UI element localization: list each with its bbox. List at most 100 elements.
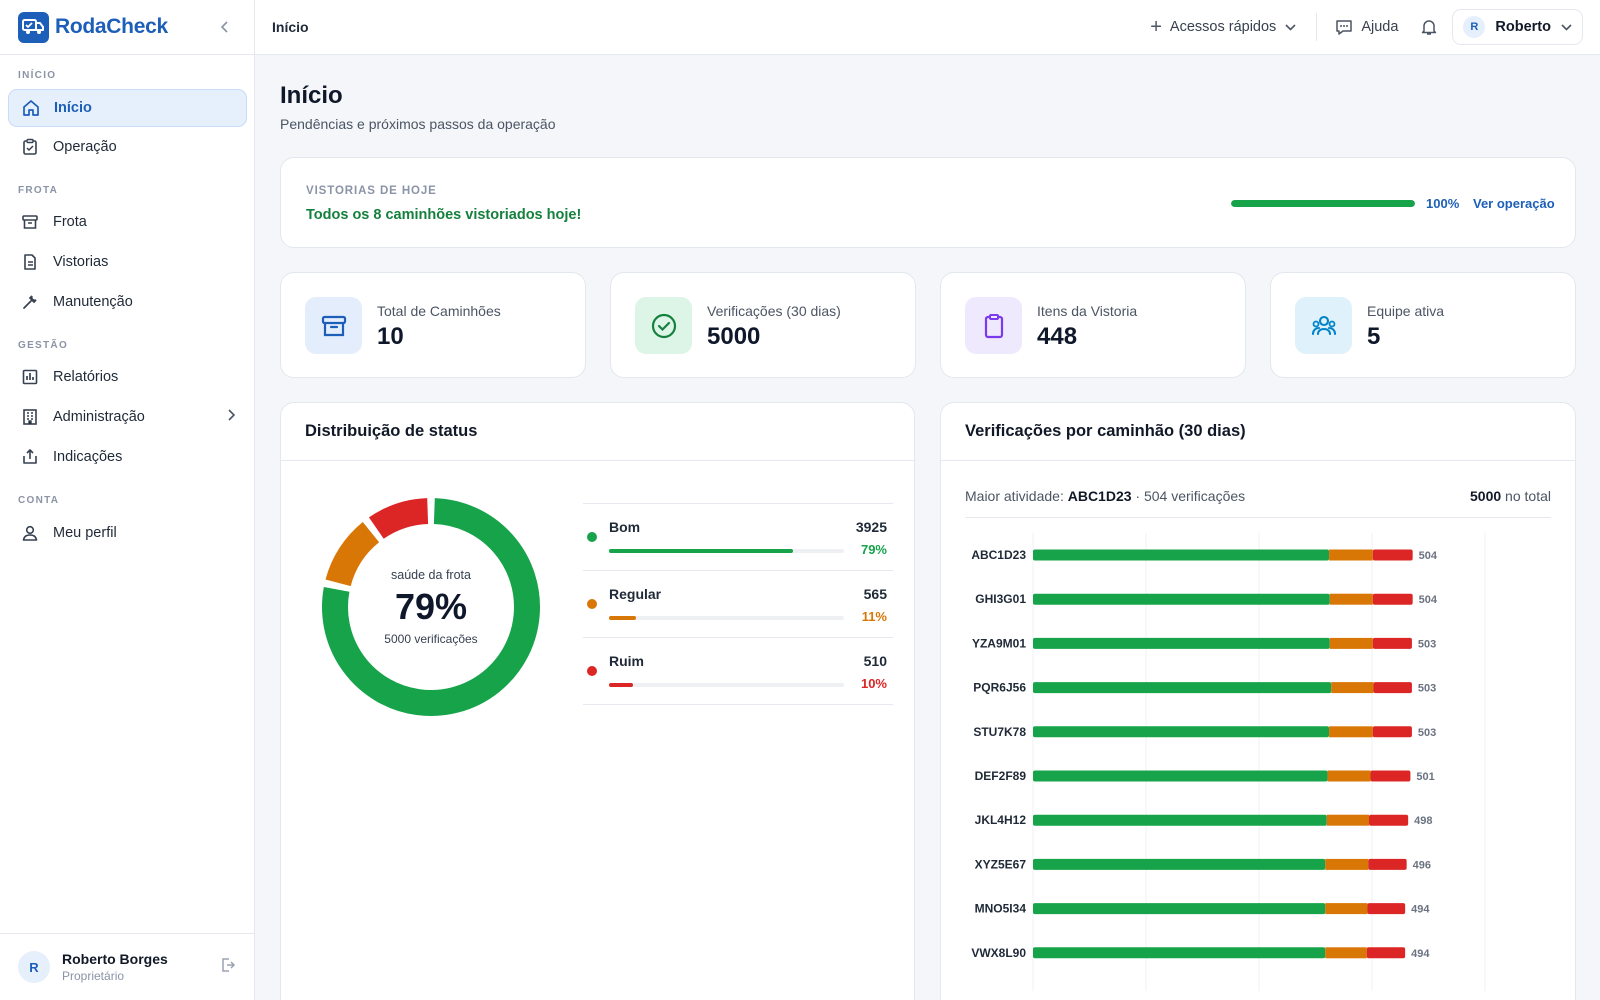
stat-icon-box: [305, 297, 362, 354]
donut-segment-bom: [322, 498, 540, 716]
bar-total-label: 496: [1413, 859, 1431, 871]
legend-count: 510: [863, 653, 887, 669]
bar-segment-bom: [1033, 947, 1326, 959]
help-label: Ajuda: [1361, 19, 1399, 35]
sidebar-item-frota[interactable]: Frota: [8, 203, 247, 241]
bell-icon[interactable]: [1416, 18, 1452, 36]
user-icon: [20, 523, 40, 543]
user-menu-button[interactable]: R Roberto: [1452, 9, 1583, 45]
legend-track: [609, 683, 844, 687]
y-category-label: DEF2F89: [975, 769, 1027, 783]
top-activity-summary: Maior atividade: ABC1D23 · 504 verificaç…: [965, 488, 1245, 504]
status-dot: [587, 599, 597, 609]
today-progress-fill: [1231, 200, 1415, 207]
sidebar-item-vistorias[interactable]: Vistorias: [8, 243, 247, 281]
legend-name: Bom: [609, 519, 641, 535]
sidebar-item-meu-perfil[interactable]: Meu perfil: [8, 514, 247, 552]
bar-total-label: 494: [1411, 948, 1430, 960]
bar-segment-bom: [1033, 593, 1330, 605]
sidebar-item-manutencao[interactable]: Manutenção: [8, 283, 247, 321]
stat-label: Total de Caminhões: [377, 303, 501, 319]
stat-icon-box: [635, 297, 692, 354]
help-button[interactable]: Ajuda: [1317, 19, 1416, 36]
legend-track: [609, 549, 844, 553]
bar-segment-regular: [1325, 903, 1368, 915]
collapse-sidebar-button[interactable]: [214, 16, 236, 38]
today-progress-bar: [1231, 200, 1415, 207]
stat-value: 5: [1367, 323, 1381, 350]
view-operation-link[interactable]: Ver operação: [1473, 196, 1555, 211]
bar-total-label: 504: [1419, 550, 1438, 562]
sidebar-item-label: Vistorias: [53, 254, 109, 270]
bar-segment-ruim: [1372, 549, 1413, 561]
nav-section-conta: CONTA: [18, 495, 60, 506]
sidebar-item-operacao[interactable]: Operação: [8, 128, 247, 166]
bar-segment-bom: [1033, 682, 1332, 694]
clipboard-icon: [20, 137, 40, 157]
legend-fill: [609, 683, 633, 687]
summary-truck: ABC1D23: [1067, 488, 1132, 504]
status-dot: [587, 666, 597, 676]
stat-card-team: Equipe ativa 5: [1270, 272, 1576, 378]
page-subtitle: Pendências e próximos passos da operação: [280, 116, 556, 132]
stat-label: Verificações (30 dias): [707, 303, 841, 319]
bar-segment-bom: [1033, 903, 1326, 915]
share-icon: [20, 447, 40, 467]
clipboard-icon: [984, 313, 1003, 338]
sidebar-item-administracao[interactable]: Administração: [8, 398, 247, 436]
nav-section-gestao: GESTÃO: [18, 340, 69, 351]
bar-segment-regular: [1329, 637, 1373, 649]
logout-icon[interactable]: [220, 957, 236, 978]
brand-name: RodaCheck: [55, 15, 168, 38]
legend-fill: [609, 616, 636, 620]
breadcrumb[interactable]: Início: [272, 19, 309, 35]
sidebar-item-label: Administração: [53, 409, 145, 425]
total-suffix: no total: [1501, 488, 1551, 504]
total-summary: 5000 no total: [1470, 488, 1551, 504]
team-icon: [1311, 315, 1336, 335]
bar-segment-ruim: [1368, 814, 1409, 826]
summary-suffix: · 504 verificações: [1131, 488, 1246, 504]
sidebar-item-label: Indicações: [53, 449, 123, 465]
today-message: Todos os 8 caminhões vistoriados hoje!: [306, 207, 582, 223]
y-category-label: MNO5I34: [975, 902, 1027, 916]
bar-segment-regular: [1325, 947, 1367, 959]
topbar: Início + Acessos rápidos Ajuda R Roberto: [255, 0, 1600, 55]
bar-segment-ruim: [1372, 637, 1412, 649]
panel-title: Distribuição de status: [281, 403, 914, 461]
bar-segment-bom: [1033, 770, 1328, 782]
bar-segment-regular: [1329, 726, 1373, 738]
bar-segment-regular: [1326, 814, 1369, 826]
stacked-bar-chart: 0150300450600ABC1D23504GHI3G01504YZA9M01…: [971, 533, 1486, 991]
chevron-right-icon: [227, 409, 236, 425]
stat-icon-box: [1295, 297, 1352, 354]
bar-segment-bom: [1033, 814, 1327, 826]
bar-segment-regular: [1331, 682, 1374, 694]
sidebar-item-indicacoes[interactable]: Indicações: [8, 438, 247, 476]
legend-name: Regular: [609, 586, 662, 602]
bar-segment-regular: [1327, 770, 1371, 782]
sidebar-user-card: R Roberto Borges Proprietário: [0, 933, 254, 1000]
sidebar-item-relatorios[interactable]: Relatórios: [8, 358, 247, 396]
divider: [965, 517, 1551, 518]
bar-segment-regular: [1329, 593, 1373, 605]
check-circle-icon: [651, 313, 676, 338]
sidebar-item-label: Meu perfil: [53, 525, 117, 541]
bar-segment-ruim: [1370, 770, 1411, 782]
stat-value: 448: [1037, 323, 1078, 350]
quick-access-button[interactable]: + Acessos rápidos: [1150, 16, 1316, 39]
sidebar-user-role: Proprietário: [62, 969, 125, 983]
legend-count: 3925: [855, 519, 887, 535]
bar-segment-regular: [1329, 549, 1373, 561]
home-icon: [21, 98, 41, 118]
sidebar-item-inicio[interactable]: Início: [8, 89, 247, 127]
chart-icon: [20, 367, 40, 387]
legend-percent: 11%: [861, 609, 887, 624]
bar-segment-bom: [1033, 726, 1330, 738]
stat-value: 5000: [707, 323, 761, 350]
status-distribution-panel: Distribuição de status saúde da frota 79…: [280, 402, 915, 1000]
sidebar: RodaCheck INÍCIO Início Operação FROTA F…: [0, 0, 255, 1000]
y-category-label: VWX8L90: [971, 946, 1026, 960]
bar-segment-bom: [1033, 549, 1330, 561]
sidebar-item-label: Frota: [53, 214, 87, 230]
